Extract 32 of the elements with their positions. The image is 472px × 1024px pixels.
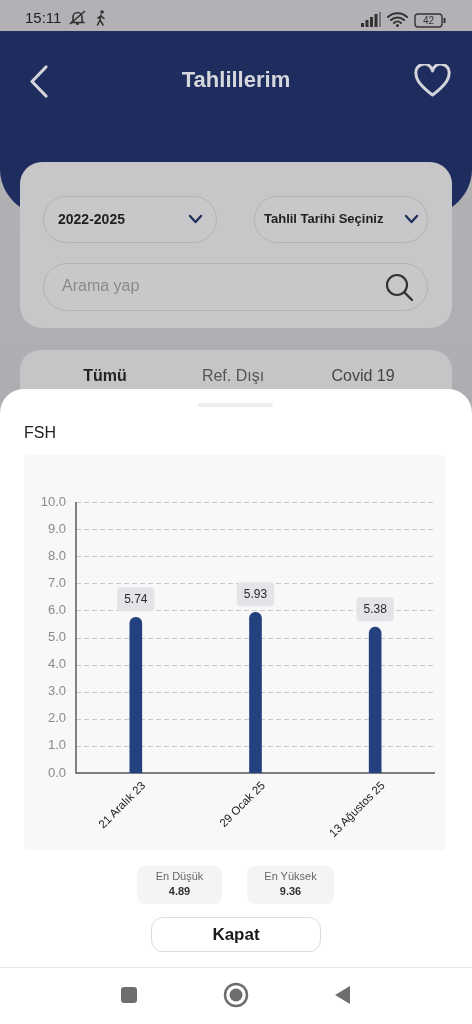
- text: 15:11: [25, 9, 62, 26]
- text: En Yüksek: [263, 870, 318, 883]
- text: Tümü: [82, 367, 128, 385]
- bar: [368, 626, 382, 773]
- text: 9.36: [278, 885, 303, 898]
- y-tick-label: 2.0: [47, 710, 66, 726]
- text: Arama yap: [62, 277, 140, 295]
- text: Kapat: [211, 925, 261, 944]
- y-tick-label: 1.0: [47, 737, 66, 753]
- data-label: 5.74: [124, 592, 148, 607]
- y-tick-label: 9.0: [47, 520, 66, 536]
- y-tick-label: 4.0: [47, 656, 66, 672]
- y-tick-label: 0.0: [47, 764, 66, 780]
- text: 4.89: [167, 885, 192, 898]
- y-tick-label: 8.0: [47, 547, 66, 563]
- text: Tahlillerim: [180, 67, 292, 93]
- text: En Düşük: [154, 870, 205, 883]
- y-tick-label: 6.0: [47, 601, 66, 617]
- data-label: 5.93: [243, 587, 268, 602]
- data-label: 5.38: [363, 602, 388, 617]
- text: 42: [415, 14, 442, 27]
- text: 2022-2025: [58, 211, 125, 227]
- y-tick-label: 5.0: [47, 629, 66, 645]
- text: Covid 19: [330, 367, 396, 385]
- chart-title: FSH: [24, 424, 56, 442]
- text: Ref. Dışı: [200, 367, 266, 385]
- bar: [129, 617, 143, 773]
- text: Tahlil Tarihi Seçiniz: [264, 211, 384, 227]
- y-tick-label: 3.0: [47, 683, 66, 699]
- y-tick-label: 10.0: [40, 493, 66, 509]
- y-tick-label: 7.0: [47, 574, 66, 590]
- bar: [249, 611, 262, 773]
